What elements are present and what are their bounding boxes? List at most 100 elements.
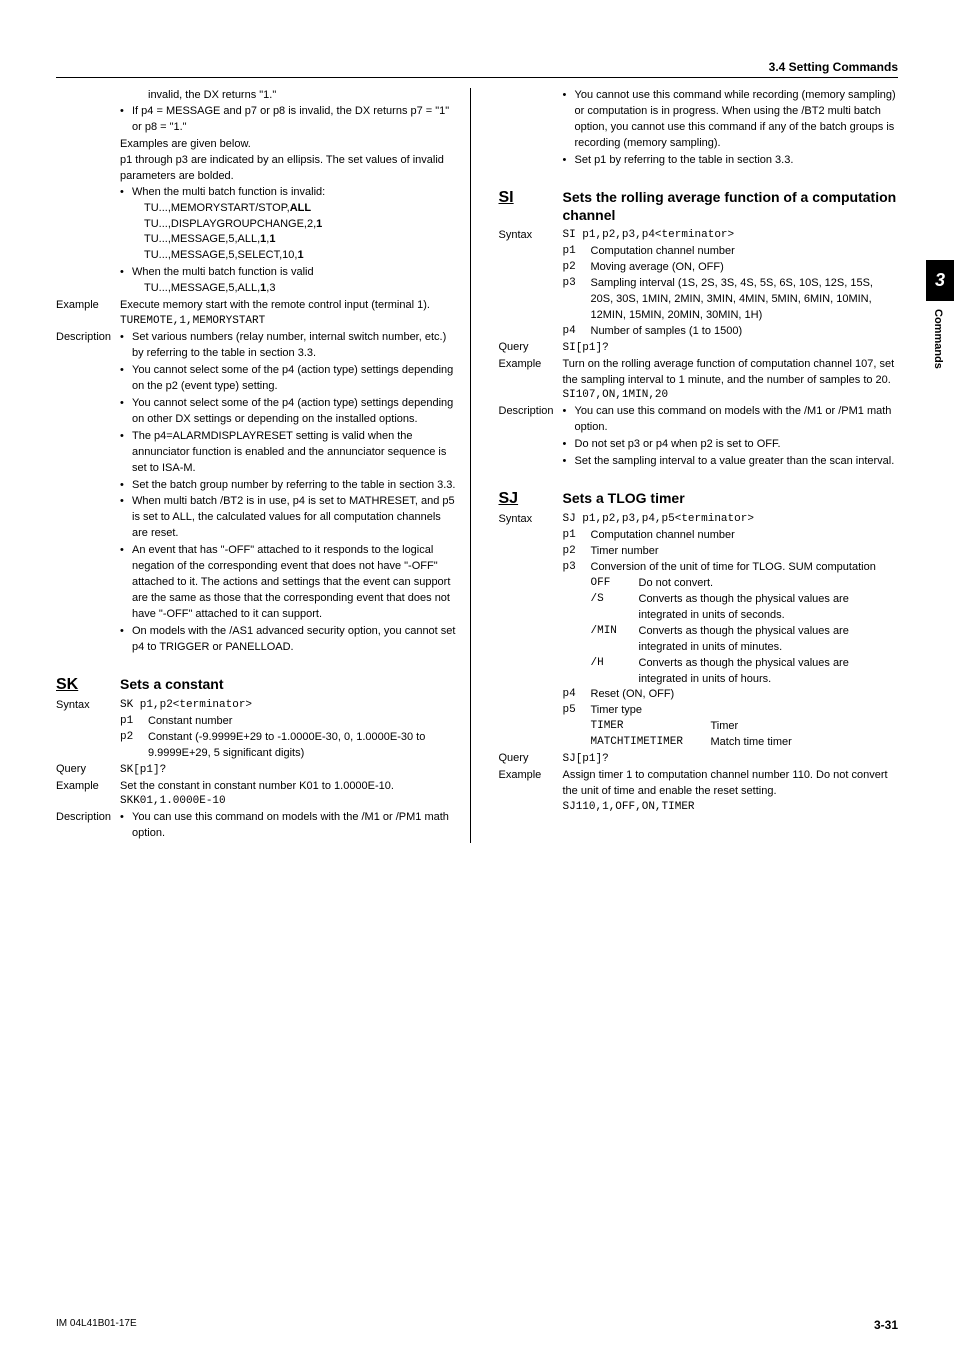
syntax-label: Syntax [499, 228, 563, 340]
param-desc: Computation channel number [591, 244, 735, 260]
bullet: When the multi batch function is valid T… [120, 265, 456, 297]
param-code: p5 [563, 703, 591, 719]
param-desc: Sampling interval (1S, 2S, 3S, 4S, 5S, 6… [591, 276, 899, 324]
chapter-label: Commands [932, 309, 944, 369]
param-code: p4 [563, 324, 591, 340]
example-code: SI107,ON,1MIN,20 [563, 388, 899, 404]
example-label: Example [56, 779, 120, 811]
option-code: MATCHTIMETIMER [591, 735, 711, 751]
param-code: p3 [563, 560, 591, 576]
command-sk-header: SK Sets a constant [56, 675, 456, 694]
query-code: SI[p1]? [563, 342, 609, 354]
bullet: Set various numbers (relay number, inter… [120, 330, 456, 362]
example-code: SJ110,1,OFF,ON,TIMER [563, 800, 899, 816]
param-desc: Reset (ON, OFF) [591, 687, 675, 703]
command-title: Sets the rolling average function of a c… [563, 188, 899, 224]
param-desc: Computation channel number [591, 528, 735, 544]
param-desc: Number of samples (1 to 1500) [591, 324, 743, 340]
command-sj-header: SJ Sets a TLOG timer [499, 489, 899, 508]
option-code: /H [591, 656, 639, 688]
chapter-number: 3 [926, 260, 954, 301]
bullet: An event that has "-OFF" attached to it … [120, 543, 456, 623]
param-code: p1 [120, 714, 148, 730]
example-text: Execute memory start with the remote con… [120, 298, 456, 314]
param-code: p2 [563, 260, 591, 276]
param-desc: Conversion of the unit of time for TLOG.… [591, 560, 876, 576]
bullet: You cannot select some of the p4 (action… [120, 396, 456, 428]
left-column: invalid, the DX returns "1." If p4 = MES… [56, 88, 471, 843]
param-code: p4 [563, 687, 591, 703]
option-desc: Timer [711, 719, 899, 735]
option-code: /MIN [591, 624, 639, 656]
syntax-label: Syntax [56, 698, 120, 762]
param-desc: Timer type [591, 703, 643, 719]
section-header: 3.4 Setting Commands [56, 60, 898, 78]
two-column-layout: invalid, the DX returns "1." If p4 = MES… [56, 88, 898, 843]
option-desc: Match time timer [711, 735, 899, 751]
syntax-label: Syntax [499, 512, 563, 751]
bullet: Set the sampling interval to a value gre… [563, 454, 899, 470]
bullet: You cannot use this command while record… [563, 88, 899, 152]
query-label: Query [499, 751, 563, 768]
footer-doc-id: IM 04L41B01-17E [56, 1318, 137, 1332]
command-title: Sets a constant [120, 675, 223, 693]
query-label: Query [499, 340, 563, 357]
bullet: You can use this command on models with … [120, 810, 456, 842]
param-desc: Timer number [591, 544, 659, 560]
example-text: Set the constant in constant number K01 … [120, 779, 456, 795]
query-code: SJ[p1]? [563, 753, 609, 765]
text-line: Examples are given below. [120, 137, 456, 153]
param-desc: Constant number [148, 714, 232, 730]
bullet: On models with the /AS1 advanced securit… [120, 624, 456, 656]
footer-page-number: 3-31 [874, 1318, 898, 1332]
bullet: Set the batch group number by referring … [120, 478, 456, 494]
example-code: SKK01,1.0000E-10 [120, 794, 456, 810]
description-label: Description [499, 404, 563, 471]
option-code: TIMER [591, 719, 711, 735]
option-desc: Converts as though the physical values a… [639, 656, 899, 688]
param-code: p2 [120, 730, 148, 762]
command-code: SK [56, 676, 120, 694]
bullet: Set p1 by referring to the table in sect… [563, 153, 899, 169]
right-column: You cannot use this command while record… [499, 88, 899, 843]
command-si-header: SI Sets the rolling average function of … [499, 188, 899, 224]
param-code: p2 [563, 544, 591, 560]
bullet: You can use this command on models with … [563, 404, 899, 436]
param-code: p1 [563, 244, 591, 260]
option-desc: Do not convert. [639, 576, 899, 592]
option-desc: Converts as though the physical values a… [639, 592, 899, 624]
query-label: Query [56, 762, 120, 779]
text-line: invalid, the DX returns "1." [120, 88, 456, 104]
option-desc: Converts as though the physical values a… [639, 624, 899, 656]
bullet: If p4 = MESSAGE and p7 or p8 is invalid,… [120, 104, 456, 136]
bullet: When multi batch /BT2 is in use, p4 is s… [120, 494, 456, 542]
command-code: SI [499, 189, 563, 207]
command-title: Sets a TLOG timer [563, 489, 685, 507]
syntax-code: SK p1,p2<terminator> [120, 698, 456, 714]
page-footer: IM 04L41B01-17E 3-31 [56, 1318, 898, 1332]
example-code: TUREMOTE,1,MEMORYSTART [120, 314, 456, 330]
param-code: p1 [563, 528, 591, 544]
example-label: Example [499, 768, 563, 816]
syntax-code: SI p1,p2,p3,p4<terminator> [563, 228, 899, 244]
syntax-code: SJ p1,p2,p3,p4,p5<terminator> [563, 512, 899, 528]
command-code: SJ [499, 490, 563, 508]
bullet: When the multi batch function is invalid… [120, 185, 456, 265]
description-label: Description [56, 330, 120, 657]
side-tab: 3 Commands [926, 260, 954, 369]
param-desc: Moving average (ON, OFF) [591, 260, 724, 276]
param-desc: Constant (-9.9999E+29 to -1.0000E-30, 0,… [148, 730, 456, 762]
option-code: OFF [591, 576, 639, 592]
example-text: Turn on the rolling average function of … [563, 357, 899, 389]
bullet: Do not set p3 or p4 when p2 is set to OF… [563, 437, 899, 453]
bullet: You cannot select some of the p4 (action… [120, 363, 456, 395]
param-code: p3 [563, 276, 591, 324]
example-text: Assign timer 1 to computation channel nu… [563, 768, 899, 800]
example-label: Example [56, 298, 120, 330]
text-line: p1 through p3 are indicated by an ellips… [120, 153, 456, 185]
example-label: Example [499, 357, 563, 405]
bullet: The p4=ALARMDISPLAYRESET setting is vali… [120, 429, 456, 477]
description-label: Description [56, 810, 120, 843]
query-code: SK[p1]? [120, 764, 166, 776]
option-code: /S [591, 592, 639, 624]
